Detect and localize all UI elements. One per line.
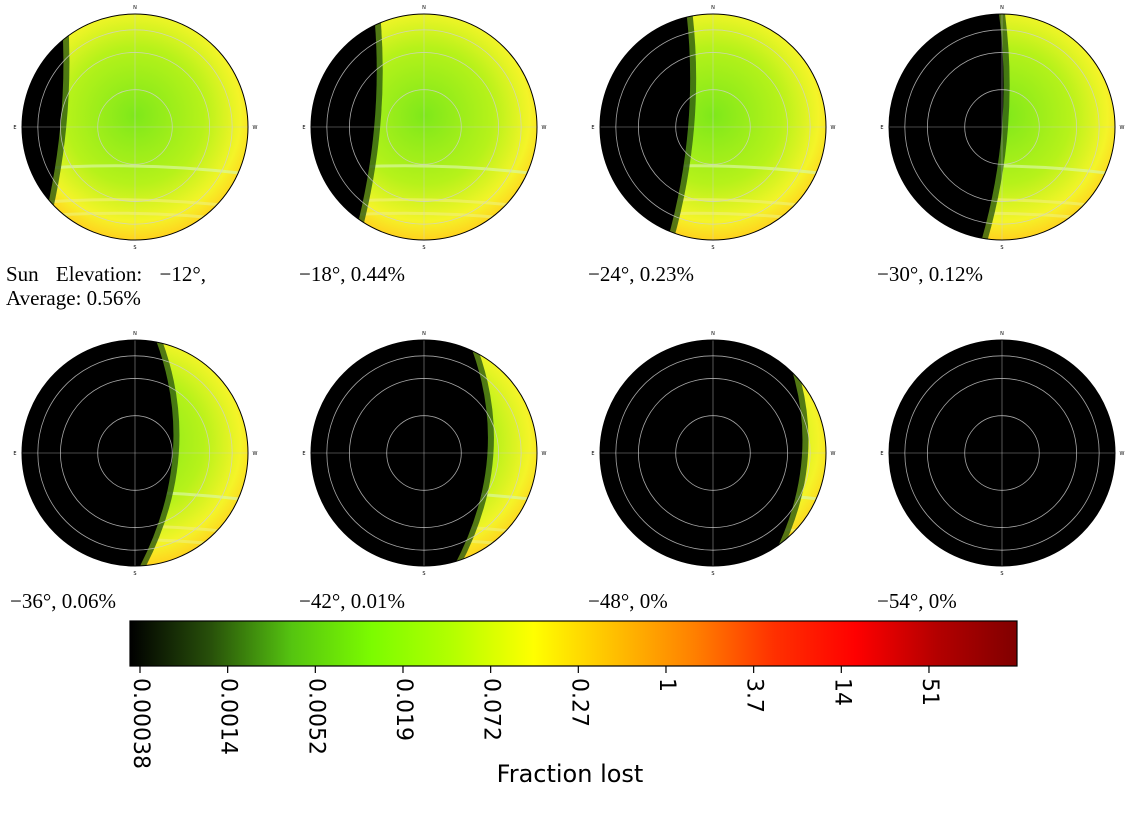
compass-north-label: N bbox=[422, 5, 426, 11]
colorbar-tick-label: 0.019 bbox=[391, 678, 416, 741]
colorbar: 0.00038 0.0014 0.0052 0.019 0.072 0.27 1 3.7 14 5… bbox=[128, 620, 1018, 769]
compass-east-label: E bbox=[302, 125, 305, 131]
compass-south-label: S bbox=[1000, 571, 1003, 577]
panel-caption: −42°, 0.01% bbox=[299, 589, 405, 613]
colorbar-tick-label: 0.0052 bbox=[303, 678, 328, 755]
compass-west-label: W bbox=[831, 451, 836, 457]
compass-east-label: E bbox=[13, 125, 16, 131]
colorbar-ticks: 0.00038 0.0014 0.0052 0.019 0.072 0.27 1 3.7 14 5… bbox=[128, 666, 942, 769]
colorbar-tick-label: 0.27 bbox=[566, 678, 591, 727]
compass-north-label: N bbox=[1000, 5, 1004, 11]
colorbar-tick: 0.27 bbox=[566, 666, 591, 727]
colorbar-tick: 3.7 bbox=[742, 666, 767, 713]
compass-west-label: W bbox=[1120, 125, 1125, 131]
compass-east-label: E bbox=[302, 451, 305, 457]
colorbar-title: Fraction lost bbox=[496, 760, 644, 788]
panel-caption: −30°, 0.12% bbox=[877, 262, 983, 286]
colorbar-tick: 0.019 bbox=[391, 666, 416, 741]
compass-east-label: E bbox=[880, 451, 883, 457]
compass-east-label: E bbox=[591, 451, 594, 457]
sky-map-panel: N S E W bbox=[880, 331, 1124, 577]
compass-west-label: W bbox=[542, 451, 547, 457]
compass-south-label: S bbox=[422, 571, 425, 577]
compass-south-label: S bbox=[422, 245, 425, 251]
compass-east-label: E bbox=[13, 451, 16, 457]
compass-west-label: W bbox=[253, 125, 258, 131]
colorbar-tick-label: 0.0014 bbox=[216, 678, 241, 755]
compass-north-label: N bbox=[133, 331, 137, 337]
colorbar-tick: 0.0014 bbox=[216, 666, 241, 755]
sky-map-border bbox=[599, 339, 827, 567]
colorbar-tick-label: 1 bbox=[654, 678, 679, 692]
sky-map-panel: N S E W bbox=[591, 331, 835, 577]
panel-caption: −54°, 0% bbox=[877, 589, 957, 613]
colorbar-tick: 0.072 bbox=[479, 666, 504, 741]
colorbar-tick-label: 14 bbox=[829, 678, 854, 706]
panel-caption: −48°, 0% bbox=[588, 589, 668, 613]
compass-west-label: W bbox=[831, 125, 836, 131]
compass-north-label: N bbox=[711, 5, 715, 11]
compass-north-label: N bbox=[133, 5, 137, 11]
sky-map-border bbox=[888, 13, 1116, 241]
panel-caption: Sun Elevation: −12°, Average: 0.56% bbox=[6, 262, 206, 310]
compass-west-label: W bbox=[542, 125, 547, 131]
colorbar-tick-label: 0.072 bbox=[479, 678, 504, 741]
colorbar-tick-label: 3.7 bbox=[742, 678, 767, 713]
compass-east-label: E bbox=[880, 125, 883, 131]
sky-map-border bbox=[888, 339, 1116, 567]
compass-south-label: S bbox=[133, 571, 136, 577]
sky-map-border bbox=[310, 339, 538, 567]
colorbar-tick-label: 0.00038 bbox=[128, 678, 153, 769]
compass-west-label: W bbox=[1120, 451, 1125, 457]
sky-map-border bbox=[21, 13, 249, 241]
sky-map-panel: N S E W bbox=[591, 5, 835, 251]
sky-map-border bbox=[21, 339, 249, 567]
panel-caption: −24°, 0.23% bbox=[588, 262, 694, 286]
sky-map-border bbox=[310, 13, 538, 241]
colorbar-tick-label: 51 bbox=[917, 678, 942, 706]
compass-east-label: E bbox=[591, 125, 594, 131]
compass-north-label: N bbox=[711, 331, 715, 337]
colorbar-tick: 51 bbox=[917, 666, 942, 706]
compass-west-label: W bbox=[253, 451, 258, 457]
compass-north-label: N bbox=[1000, 331, 1004, 337]
sky-map-panel: N S E W bbox=[13, 5, 257, 251]
panel-caption: −18°, 0.44% bbox=[299, 262, 405, 286]
sky-map-panel: N S E W bbox=[302, 5, 546, 251]
sky-map-panel: N S E W bbox=[880, 5, 1124, 251]
colorbar-tick: 0.0052 bbox=[303, 666, 328, 755]
sky-map-panel: N S E W bbox=[13, 331, 257, 577]
compass-south-label: S bbox=[711, 571, 714, 577]
colorbar-tick: 0.00038 bbox=[128, 666, 153, 769]
sky-map-panel: N S E W bbox=[302, 331, 546, 577]
compass-north-label: N bbox=[422, 331, 426, 337]
compass-south-label: S bbox=[133, 245, 136, 251]
colorbar-tick: 14 bbox=[829, 666, 854, 706]
colorbar-tick: 1 bbox=[654, 666, 679, 692]
panel-caption: −36°, 0.06% bbox=[10, 589, 116, 613]
compass-south-label: S bbox=[711, 245, 714, 251]
sky-map-border bbox=[599, 13, 827, 241]
colorbar-bar bbox=[129, 620, 1018, 667]
compass-south-label: S bbox=[1000, 245, 1003, 251]
